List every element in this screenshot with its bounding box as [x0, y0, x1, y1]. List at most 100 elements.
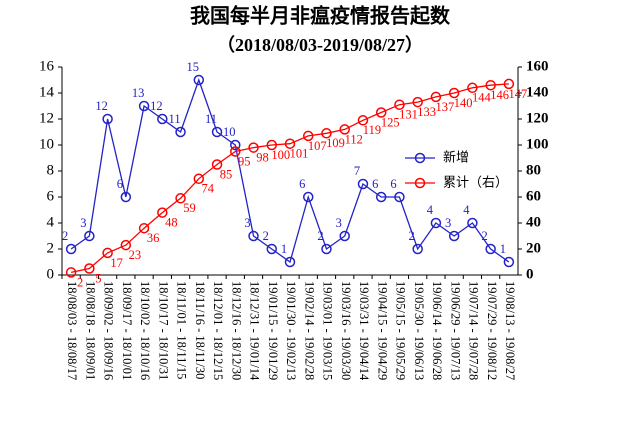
point [120, 239, 132, 251]
legend-marker [414, 177, 426, 189]
point [284, 256, 296, 268]
y-tick-label: 6 [47, 188, 55, 204]
x-tick-label: 19/07/29 - 19/08/12 [485, 281, 499, 380]
point [503, 256, 515, 268]
y2-tick-label: 100 [526, 136, 549, 152]
y-tick-label: 2 [47, 240, 55, 256]
x-tick-label: 18/08/03 - 18/08/17 [65, 281, 79, 380]
y2-tick-label: 80 [526, 162, 541, 178]
data-label: 1 [500, 242, 506, 256]
data-label: 3 [336, 216, 342, 230]
data-label: 107 [308, 139, 327, 153]
data-label: 2 [77, 275, 83, 289]
legend-label: 累计（右） [443, 176, 508, 191]
point [321, 128, 332, 139]
data-label: 2 [317, 229, 323, 243]
point [485, 79, 496, 91]
x-tick-label: 19/02/14 - 19/02/28 [302, 281, 316, 380]
data-label: 3 [445, 216, 451, 230]
data-label: 15 [187, 60, 200, 74]
point [138, 100, 150, 112]
x-tick-label: 19/04/15 - 19/04/29 [375, 281, 389, 380]
point [412, 243, 423, 255]
data-label: 2 [263, 229, 269, 243]
data-label: 2 [409, 229, 415, 243]
data-label: 4 [427, 203, 434, 217]
point [394, 99, 405, 110]
point [339, 230, 350, 242]
series-line [70, 83, 509, 274]
data-label: 6 [299, 177, 305, 191]
y2-tick-label: 140 [526, 84, 549, 100]
data-label: 48 [165, 215, 178, 229]
data-label: 6 [117, 177, 123, 191]
y-tick-label: 10 [39, 136, 54, 152]
data-label: 137 [436, 100, 455, 114]
x-tick-label: 18/10/17 - 18/10/31 [156, 281, 170, 380]
data-label: 2 [62, 229, 68, 243]
point [412, 96, 423, 108]
data-label: 11 [169, 112, 181, 126]
point [120, 191, 132, 203]
y2-tick-label: 40 [526, 214, 541, 230]
y2-tick-label: 0 [526, 266, 534, 282]
y-tick-label: 4 [47, 214, 55, 230]
data-label: 6 [372, 177, 378, 191]
point [266, 243, 278, 255]
point [175, 193, 186, 204]
point [84, 230, 95, 242]
data-label: 125 [381, 115, 400, 129]
x-tick-label: 18/11/16 - 18/11/30 [193, 281, 207, 379]
x-tick-label: 19/01/30 - 19/02/13 [284, 281, 298, 380]
point [102, 113, 113, 125]
x-tick-label: 18/09/17 - 18/10/01 [120, 281, 134, 380]
data-label: 147 [509, 87, 528, 101]
point [266, 139, 278, 151]
y-tick-label: 0 [47, 266, 55, 282]
series-line [70, 78, 510, 264]
point [102, 247, 113, 259]
data-label: 11 [205, 112, 217, 126]
point [211, 159, 223, 170]
point [321, 243, 332, 255]
data-label: 74 [202, 182, 215, 196]
point [485, 243, 496, 255]
data-label: 146 [490, 88, 509, 102]
point [211, 126, 223, 138]
chart-subtitle: （2018/08/03-2019/08/27） [217, 35, 423, 55]
data-label: 36 [147, 231, 160, 245]
point [467, 217, 478, 229]
data-label: 112 [345, 132, 363, 146]
data-label: 144 [472, 91, 492, 105]
point [157, 113, 168, 125]
point [157, 207, 168, 218]
x-tick-label: 18/12/01 - 18/12/15 [211, 281, 225, 380]
x-tick-label: 19/06/29 - 19/07/13 [448, 281, 462, 380]
x-tick-label: 18/12/31 - 19/01/14 [248, 281, 262, 381]
point [430, 217, 442, 229]
data-label: 131 [399, 108, 418, 122]
data-label: 101 [290, 147, 309, 161]
point [65, 267, 77, 278]
data-label: 4 [463, 203, 470, 217]
data-label: 17 [110, 256, 123, 270]
x-tick-label: 19/07/14 - 19/07/28 [467, 281, 481, 380]
x-tick-label: 19/03/16 - 19/03/30 [339, 281, 353, 380]
chart-title: 我国每半月非瘟疫情报告起数 [190, 4, 451, 28]
point [357, 115, 369, 126]
data-label: 5 [95, 271, 101, 285]
y-tick-label: 12 [39, 110, 54, 126]
point [284, 138, 296, 149]
x-tick-label: 19/01/15 - 19/01/29 [266, 281, 280, 380]
y-tick-label: 14 [39, 84, 55, 100]
point [65, 243, 77, 255]
point [230, 146, 241, 157]
y-tick-label: 16 [39, 58, 55, 74]
data-label: 23 [129, 248, 142, 262]
point [448, 230, 460, 242]
data-label: 12 [150, 99, 163, 113]
point [175, 126, 186, 138]
x-tick-label: 18/08/18 - 18/09/01 [83, 281, 97, 380]
data-label: 133 [417, 105, 436, 119]
